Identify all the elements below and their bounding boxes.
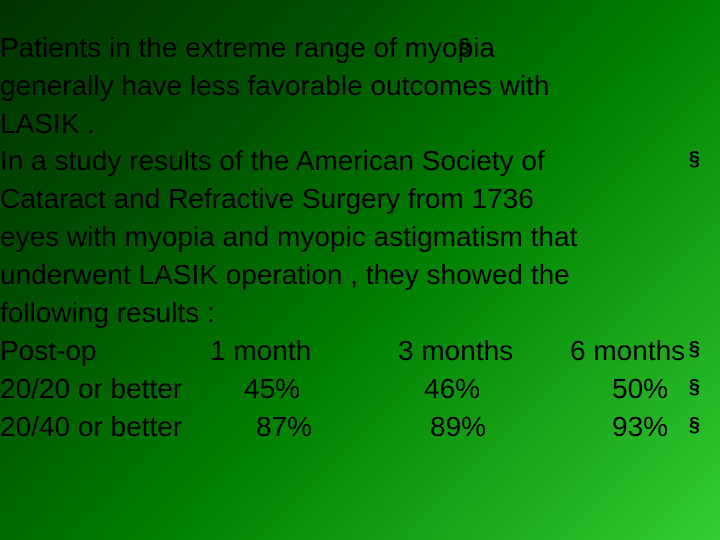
para2-line2: Cataract and Refractive Surgery from 173… — [0, 181, 720, 217]
paragraph-2: In a study results of the American Socie… — [0, 143, 720, 179]
bullet-icon: § — [689, 147, 700, 173]
row1-3m: 46% — [424, 371, 480, 407]
para2-line4: underwent LASIK operation , they showed … — [0, 257, 720, 293]
hdr-postop: Post-op — [0, 333, 97, 369]
row2-3m: 89% — [430, 409, 486, 445]
row2-1m: 87% — [256, 409, 312, 445]
row1-1m: 45% — [244, 371, 300, 407]
hdr-1month: 1 month — [210, 333, 311, 369]
para2-line3: eyes with myopia and myopic astigmatism … — [0, 219, 720, 255]
row2-6m: 93% — [612, 409, 668, 445]
paragraph-1: Patients in the extreme range of myopia … — [0, 30, 720, 66]
hdr-3months: 3 months — [398, 333, 513, 369]
row1-6m: 50% — [612, 371, 668, 407]
bullet-icon: § — [459, 34, 470, 60]
slide-content: Patients in the extreme range of myopia … — [0, 30, 720, 447]
para1-line2: generally have less favorable outcomes w… — [0, 68, 720, 104]
hdr-6months: 6 months — [570, 333, 685, 369]
row2-label: 20/40 or better — [0, 409, 182, 445]
para2-line5: following results : — [0, 295, 720, 331]
table-header-row: Post-op 1 month 3 months 6 months § — [0, 333, 720, 369]
bullet-icon: § — [689, 337, 700, 363]
para2-line1: In a study results of the American Socie… — [0, 145, 545, 176]
table-row: 20/20 or better 45% 46% 50% § — [0, 371, 720, 407]
para1-line3: LASIK . — [0, 106, 720, 142]
bullet-icon: § — [689, 375, 700, 401]
row1-label: 20/20 or better — [0, 371, 182, 407]
bullet-icon: § — [689, 413, 700, 439]
table-row: 20/40 or better 87% 89% 93% § — [0, 409, 720, 445]
para1-line1: Patients in the extreme range of myopia — [0, 32, 495, 63]
